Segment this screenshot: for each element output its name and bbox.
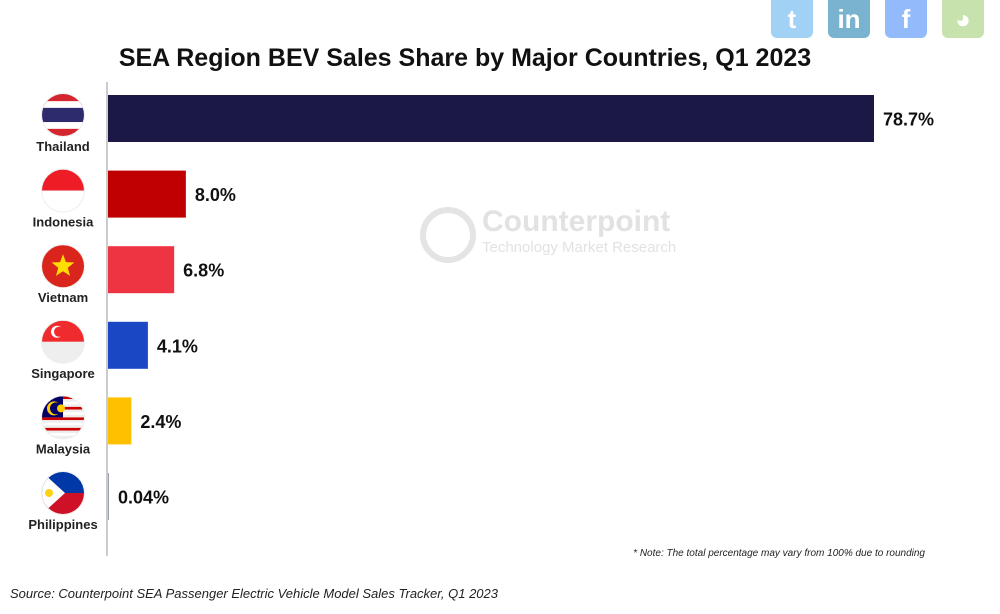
flag-stripe	[42, 433, 84, 436]
data-label: 8.0%	[195, 185, 236, 205]
flag-stripe	[42, 417, 84, 421]
flag-stripe	[42, 169, 84, 191]
flag-triangle	[42, 472, 65, 514]
chart-title: SEA Region BEV Sales Share by Major Coun…	[118, 44, 812, 72]
category-label: Thailand	[36, 139, 90, 154]
facebook-icon[interactable]: f	[885, 0, 927, 38]
flag-stripe	[42, 341, 84, 363]
bar-philippines	[108, 473, 109, 520]
category-label: Malaysia	[36, 441, 91, 456]
twitter-icon[interactable]: t	[771, 0, 813, 38]
flag-sun	[57, 404, 65, 413]
bar-indonesia	[108, 170, 186, 218]
flag-stripe	[42, 427, 84, 431]
flag-star	[51, 254, 75, 276]
data-label: 4.1%	[157, 336, 198, 356]
bar-thailand	[108, 95, 874, 142]
category-label: Philippines	[28, 517, 97, 532]
bar-vietnam	[108, 246, 175, 294]
category-label: Vietnam	[38, 290, 88, 305]
bar-singapore	[108, 321, 148, 369]
bar-malaysia	[108, 397, 132, 445]
category-label: Singapore	[31, 366, 95, 381]
flag-stripe	[42, 422, 84, 426]
wechat-icon[interactable]: ◕	[942, 0, 984, 38]
chart-note: * Note: The total percentage may vary fr…	[633, 548, 925, 559]
chart-source: Source: Counterpoint SEA Passenger Elect…	[10, 586, 498, 601]
flag-stripe	[42, 122, 84, 129]
flag-stripe	[42, 128, 84, 136]
flag-stripe	[42, 190, 84, 212]
flag-sun	[45, 489, 53, 497]
data-label: 0.04%	[118, 488, 169, 508]
data-label: 2.4%	[140, 412, 181, 432]
flag-stripe	[42, 107, 84, 123]
data-label: 78.7%	[883, 110, 934, 130]
linkedin-icon[interactable]: in	[828, 0, 870, 38]
flag-moon	[54, 326, 64, 337]
data-label: 6.8%	[183, 261, 224, 281]
category-label: Indonesia	[33, 215, 94, 230]
